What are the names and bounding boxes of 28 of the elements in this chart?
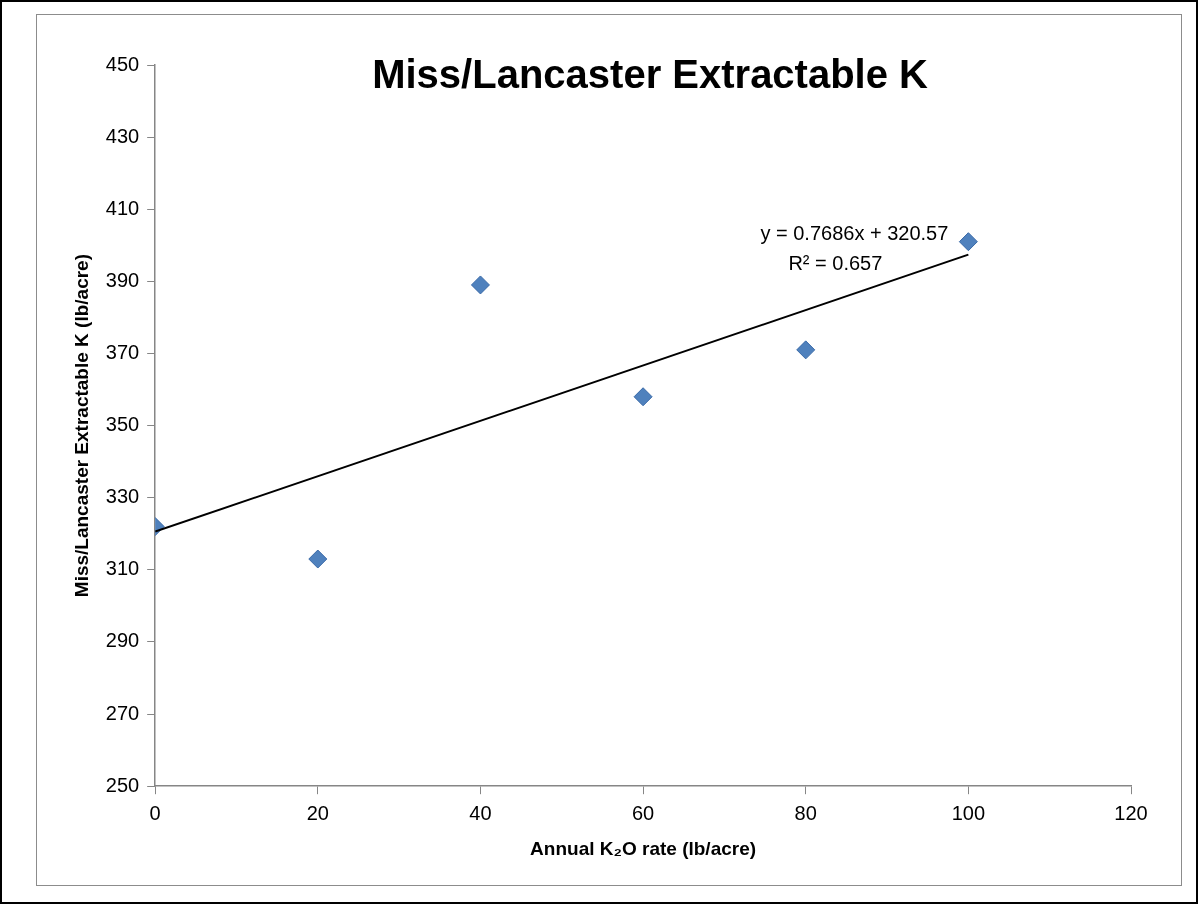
annotation: y = 0.7686x + 320.57	[760, 222, 949, 245]
y-tick-label: 350	[105, 413, 140, 436]
y-tick-label: 430	[105, 124, 140, 147]
y-tick-label: 330	[105, 485, 140, 508]
y-axis-title: Miss/Lancaster Extractable K (lb/acre)	[70, 254, 92, 598]
y-tick-label: 250	[105, 773, 140, 796]
x-tick-label: 40	[469, 801, 492, 824]
y-tick-label: 390	[105, 268, 140, 291]
point	[308, 549, 328, 569]
annotation: R² = 0.657	[788, 252, 883, 275]
point	[470, 275, 490, 295]
y-tick-label: 410	[105, 196, 140, 219]
x-tick-label: 100	[951, 801, 986, 824]
chart-title: Miss/Lancaster Extractable K	[372, 52, 929, 97]
x-axis-title: Annual K₂O rate (lb/acre)	[530, 837, 757, 859]
y-tick-label: 310	[105, 557, 140, 580]
x-tick-label: 0	[149, 801, 161, 824]
y-tick-label: 270	[105, 701, 140, 724]
y-tick-label: 450	[105, 52, 140, 75]
x-tick-label: 80	[794, 801, 817, 824]
y-tick-label: 290	[105, 629, 140, 652]
x-tick-label: 20	[306, 801, 329, 824]
x-tick-label: 120	[1114, 801, 1148, 824]
x-tick-label: 60	[631, 801, 655, 824]
point	[633, 387, 653, 407]
point	[796, 340, 816, 360]
point	[958, 232, 978, 252]
y-tick-label: 370	[105, 341, 140, 363]
